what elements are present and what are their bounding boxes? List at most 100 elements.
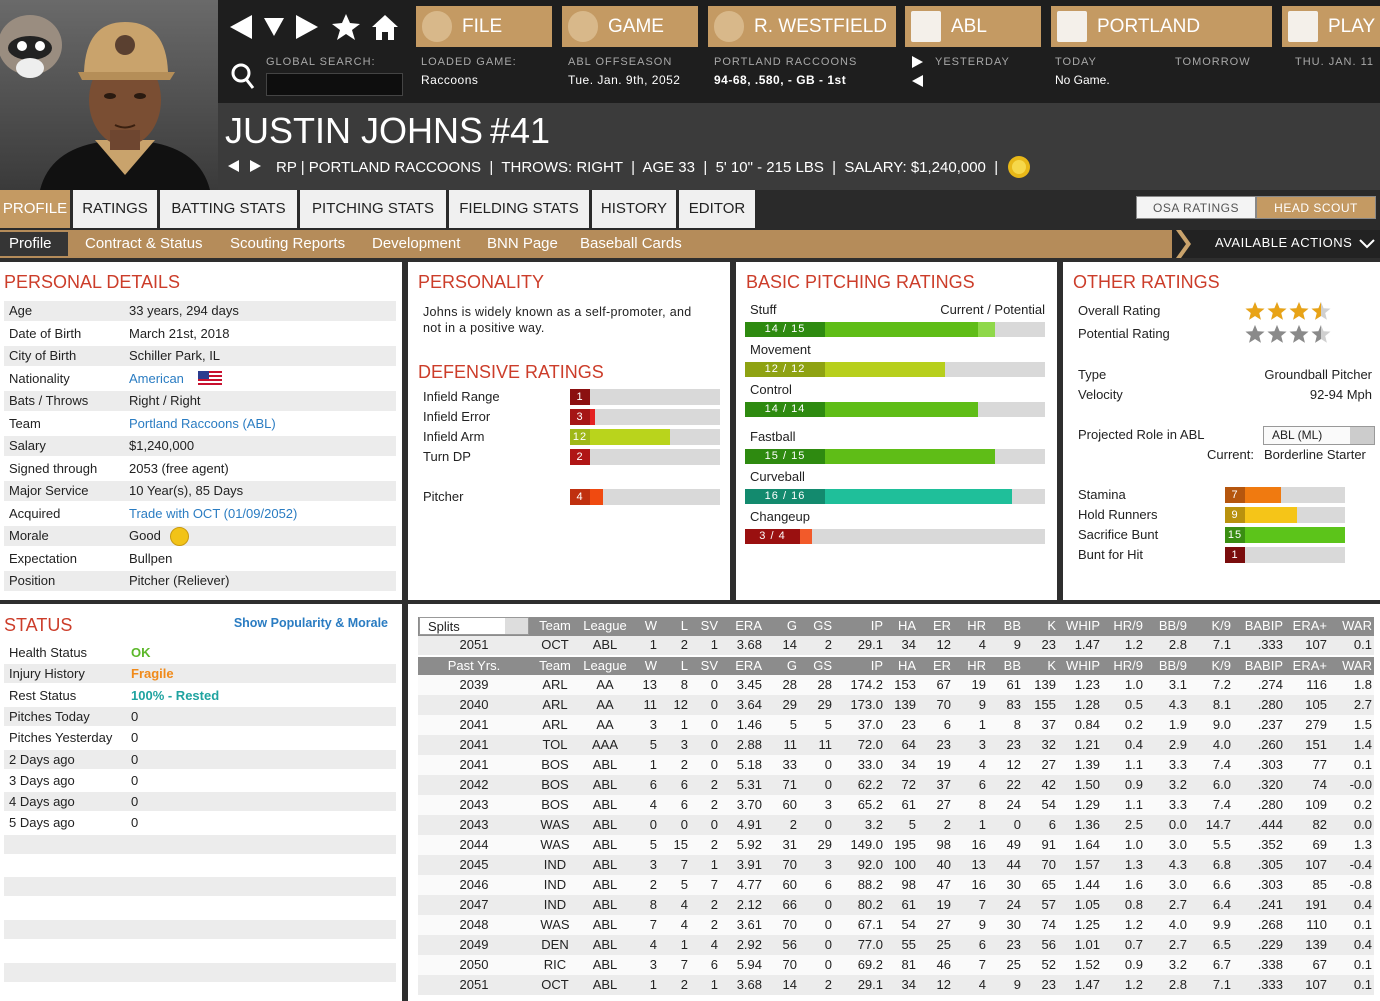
subnav-item[interactable]: Baseball Cards (580, 235, 682, 252)
actions-bar[interactable] (1172, 230, 1380, 258)
stat-cell: 7.4 (1212, 757, 1231, 772)
stat-cell: 6 (978, 777, 986, 792)
column-header: ERA+ (1292, 658, 1327, 673)
tab[interactable]: RATINGS (73, 190, 157, 228)
stat-cell: 49 (1006, 837, 1021, 852)
role-select[interactable]: ABL (ML) (1263, 426, 1375, 445)
stat-cell: 9 (1013, 637, 1021, 652)
row-bg (418, 735, 1374, 755)
column-header: HR (967, 618, 986, 633)
row-bg (418, 915, 1374, 935)
stat-cell: 3.64 (736, 697, 762, 712)
bar-label: 1 (1225, 547, 1245, 563)
column-header: BB (1003, 618, 1021, 633)
stat-cell: 19 (936, 897, 951, 912)
stat-cell: 3 (824, 857, 832, 872)
stat-cell: 61 (901, 897, 916, 912)
detail-label: Nationality (9, 370, 70, 386)
stat-cell: 1.23 (1074, 677, 1100, 692)
panel-title: BASIC PITCHING RATINGS (746, 272, 975, 292)
bar-label: 15 (1225, 527, 1245, 543)
mascot (0, 15, 62, 78)
schedule-label[interactable]: THU. JAN. 11 (1295, 56, 1375, 68)
actions-label[interactable]: AVAILABLE ACTIONS (1215, 235, 1353, 250)
schedule-label[interactable]: TOMORROW (1175, 56, 1251, 68)
stat-cell: 42 (1041, 777, 1056, 792)
stat-cell: 4 (978, 757, 986, 772)
stat-cell: 1.2 (1124, 977, 1143, 992)
tab[interactable]: BATTING STATS (160, 190, 297, 228)
detail-value[interactable]: Trade with OCT (01/09/2052) (129, 505, 298, 521)
subnav-active (0, 232, 68, 256)
stat-cell: 34 (901, 977, 916, 992)
stat-cell: 4.0 (1212, 737, 1231, 752)
stat-cell: 1.47 (1074, 977, 1100, 992)
scout-toggle[interactable]: HEAD SCOUT (1256, 196, 1376, 219)
schedule-label[interactable]: YESTERDAY (935, 56, 1010, 68)
stat-cell: .274 (1257, 677, 1283, 692)
stat-cell: 6.4 (1212, 897, 1231, 912)
stat-cell: ABL (592, 637, 618, 652)
splits-arrow (505, 618, 528, 634)
player-arrows[interactable] (226, 158, 266, 176)
stat-cell: 1 (649, 977, 657, 992)
splits-select[interactable]: Splits (419, 617, 529, 635)
rating-label: Curveball (750, 469, 805, 484)
column-header: HA (897, 618, 916, 633)
stat-cell: 77 (1312, 757, 1327, 772)
stat-cell: 153 (894, 677, 916, 692)
stat-cell: 4 (649, 797, 657, 812)
search-icon[interactable] (230, 62, 256, 92)
tab[interactable]: PROFILE (0, 190, 70, 228)
rating-label: Stuff (750, 302, 777, 317)
tab[interactable]: EDITOR (679, 190, 755, 228)
rating-label: Projected Role in ABL (1078, 427, 1205, 442)
stat-cell: 2041 (459, 717, 489, 732)
bar-label: 15 / 15 (745, 449, 825, 464)
subnav-item[interactable]: Development (372, 235, 461, 252)
coin-icon (1008, 156, 1030, 178)
detail-value[interactable]: Portland Raccoons (ABL) (129, 415, 276, 431)
stat-cell: 4 (710, 937, 718, 952)
detail-label: Position (9, 573, 56, 588)
status-row-bg (4, 856, 396, 875)
column-header: WAR (1342, 618, 1372, 633)
stat-cell: 74 (1312, 777, 1327, 792)
stat-cell: 149.0 (850, 837, 883, 852)
day-arrows[interactable] (910, 55, 926, 91)
stat-cell: AA (596, 697, 614, 712)
stat-cell: 1.64 (1074, 837, 1100, 852)
subnav-item[interactable]: Contract & Status (85, 235, 203, 252)
stat-cell: 1.3 (1124, 857, 1143, 872)
tab[interactable]: HISTORY (592, 190, 676, 228)
tab[interactable]: FIELDING STATS (449, 190, 589, 228)
detail-row (4, 436, 396, 456)
stat-cell: 8 (680, 677, 688, 692)
stat-cell: 6 (680, 777, 688, 792)
subnav-item[interactable]: Profile (9, 235, 52, 252)
panel-title: DEFENSIVE RATINGS (418, 362, 604, 382)
menu-button[interactable] (1051, 6, 1272, 47)
stat-cell: 4.0 (1168, 917, 1187, 932)
stat-cell: 3.1 (1168, 677, 1187, 692)
stat-cell: ABL (592, 817, 618, 832)
stat-cell: 9 (978, 697, 986, 712)
subnav-item[interactable]: Scouting Reports (230, 235, 346, 252)
stat-cell: 0 (824, 757, 832, 772)
column-header: W (644, 618, 657, 633)
column-header: HR/9 (1113, 658, 1143, 673)
stat-cell: 37.0 (857, 717, 883, 732)
stat-cell: 4 (680, 917, 688, 932)
scout-toggle[interactable]: OSA RATINGS (1136, 196, 1256, 219)
row-bg (418, 875, 1374, 895)
column-header: K/9 (1211, 618, 1231, 633)
stat-cell: 3.91 (736, 857, 762, 872)
detail-value[interactable]: American (129, 370, 184, 386)
stat-cell: 2 (680, 977, 688, 992)
nav-icons[interactable] (228, 10, 403, 45)
schedule-label[interactable]: TODAY (1055, 56, 1097, 68)
subnav-item[interactable]: BNN Page (487, 235, 558, 252)
status-link[interactable]: Show Popularity & Morale (233, 616, 388, 630)
tab[interactable]: PITCHING STATS (300, 190, 446, 228)
search-box[interactable] (266, 73, 403, 96)
